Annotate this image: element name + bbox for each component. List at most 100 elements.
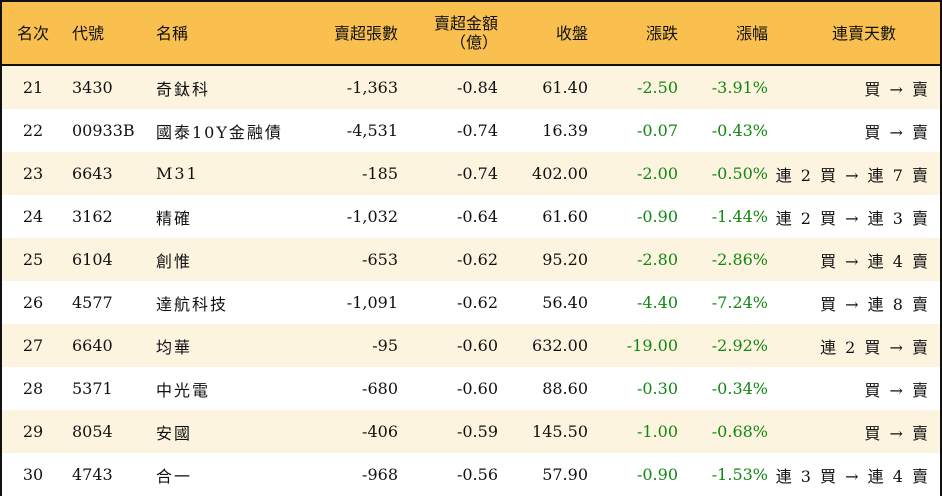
cell-change-pct: -0.43% — [678, 109, 768, 152]
cell-change-pct: -2.92% — [678, 324, 768, 367]
cell-name[interactable]: 均華 — [156, 324, 306, 367]
header-net-sell-amount[interactable]: 賣超金額 （億） — [398, 2, 498, 66]
cell-change-pct: -7.24% — [678, 281, 768, 324]
cell-rank: 25 — [2, 238, 64, 281]
cell-code[interactable]: 8054 — [64, 410, 156, 453]
table-row[interactable]: 25 6104 創惟 -653 -0.62 95.20 -2.80 -2.86% 買 → 連 4… — [2, 238, 940, 281]
header-close[interactable]: 收盤 — [498, 2, 588, 66]
cell-net-sell-lots: -1,032 — [306, 195, 398, 238]
cell-code[interactable]: 3430 — [64, 65, 156, 109]
cell-net-sell-amount: -0.62 — [398, 281, 498, 324]
cell-name[interactable]: 精確 — [156, 195, 306, 238]
cell-close: 145.50 — [498, 410, 588, 453]
cell-streak: 買 → 賣 — [768, 65, 940, 109]
cell-close: 16.39 — [498, 109, 588, 152]
cell-net-sell-amount: -0.60 — [398, 324, 498, 367]
cell-change-pct: -0.50% — [678, 152, 768, 195]
header-name[interactable]: 名稱 — [156, 2, 306, 66]
cell-rank: 29 — [2, 410, 64, 453]
cell-close: 88.60 — [498, 367, 588, 410]
cell-close: 632.00 — [498, 324, 588, 367]
cell-rank: 22 — [2, 109, 64, 152]
cell-change: -2.80 — [588, 238, 678, 281]
cell-net-sell-lots: -95 — [306, 324, 398, 367]
table-row[interactable]: 22 00933B 國泰10Y金融債 -4,531 -0.74 16.39 -0.07 -0.… — [2, 109, 940, 152]
cell-streak: 買 → 賣 — [768, 109, 940, 152]
cell-change: -0.90 — [588, 453, 678, 496]
cell-change-pct: -1.53% — [678, 453, 768, 496]
cell-rank: 28 — [2, 367, 64, 410]
table-row[interactable]: 28 5371 中光電 -680 -0.60 88.60 -0.30 -0.34% 買 → 賣 — [2, 367, 940, 410]
cell-net-sell-amount: -0.84 — [398, 65, 498, 109]
cell-streak: 連 2 買 → 賣 — [768, 324, 940, 367]
cell-net-sell-amount: -0.56 — [398, 453, 498, 496]
header-net-sell-lots[interactable]: 賣超張數 — [306, 2, 398, 66]
cell-net-sell-lots: -1,091 — [306, 281, 398, 324]
cell-net-sell-amount: -0.74 — [398, 152, 498, 195]
table-row[interactable]: 26 4577 達航科技 -1,091 -0.62 56.40 -4.40 -7.24% 買 →… — [2, 281, 940, 324]
cell-net-sell-amount: -0.74 — [398, 109, 498, 152]
table-row[interactable]: 21 3430 奇鈦科 -1,363 -0.84 61.40 -2.50 -3.91% 買 → … — [2, 65, 940, 109]
header-unit: （億） — [449, 33, 498, 52]
cell-code[interactable]: 6643 — [64, 152, 156, 195]
cell-code[interactable]: 3162 — [64, 195, 156, 238]
cell-change: -0.90 — [588, 195, 678, 238]
table-header-row: 名次 代號 名稱 賣超張數 賣超金額 （億） 收盤 漲跌 漲幅 連賣天數 — [2, 2, 940, 66]
cell-net-sell-amount: -0.60 — [398, 367, 498, 410]
cell-change: -2.50 — [588, 65, 678, 109]
table-row[interactable]: 29 8054 安國 -406 -0.59 145.50 -1.00 -0.68% 買 → 賣 — [2, 410, 940, 453]
cell-name[interactable]: M31 — [156, 152, 306, 195]
header-change-pct[interactable]: 漲幅 — [678, 2, 768, 66]
cell-net-sell-lots: -680 — [306, 367, 398, 410]
cell-net-sell-lots: -406 — [306, 410, 398, 453]
cell-streak: 買 → 連 8 賣 — [768, 281, 940, 324]
cell-code[interactable]: 6640 — [64, 324, 156, 367]
cell-net-sell-lots: -968 — [306, 453, 398, 496]
cell-name[interactable]: 國泰10Y金融債 — [156, 109, 306, 152]
cell-net-sell-lots: -1,363 — [306, 65, 398, 109]
header-change[interactable]: 漲跌 — [588, 2, 678, 66]
cell-close: 57.90 — [498, 453, 588, 496]
cell-streak: 連 2 買 → 連 3 賣 — [768, 195, 940, 238]
cell-code[interactable]: 5371 — [64, 367, 156, 410]
cell-change-pct: -2.86% — [678, 238, 768, 281]
header-rank[interactable]: 名次 — [2, 2, 64, 66]
cell-name[interactable]: 中光電 — [156, 367, 306, 410]
cell-rank: 23 — [2, 152, 64, 195]
cell-net-sell-amount: -0.59 — [398, 410, 498, 453]
cell-change-pct: -1.44% — [678, 195, 768, 238]
cell-close: 61.60 — [498, 195, 588, 238]
cell-change-pct: -0.68% — [678, 410, 768, 453]
cell-name[interactable]: 合一 — [156, 453, 306, 496]
cell-name[interactable]: 安國 — [156, 410, 306, 453]
table-row[interactable]: 30 4743 合一 -968 -0.56 57.90 -0.90 -1.53% 連 3 買 →… — [2, 453, 940, 496]
cell-name[interactable]: 達航科技 — [156, 281, 306, 324]
cell-net-sell-amount: -0.64 — [398, 195, 498, 238]
cell-change: -2.00 — [588, 152, 678, 195]
cell-code[interactable]: 6104 — [64, 238, 156, 281]
cell-net-sell-lots: -653 — [306, 238, 398, 281]
cell-name[interactable]: 創惟 — [156, 238, 306, 281]
cell-streak: 買 → 賣 — [768, 367, 940, 410]
cell-net-sell-amount: -0.62 — [398, 238, 498, 281]
cell-change: -19.00 — [588, 324, 678, 367]
cell-net-sell-lots: -4,531 — [306, 109, 398, 152]
header-net-sell-amount-label: 賣超金額 — [433, 14, 498, 33]
cell-change: -0.07 — [588, 109, 678, 152]
cell-streak: 連 3 買 → 連 4 賣 — [768, 453, 940, 496]
cell-code[interactable]: 4577 — [64, 281, 156, 324]
cell-code[interactable]: 4743 — [64, 453, 156, 496]
cell-rank: 27 — [2, 324, 64, 367]
table-row[interactable]: 27 6640 均華 -95 -0.60 632.00 -19.00 -2.92% 連 2 買 … — [2, 324, 940, 367]
cell-code[interactable]: 00933B — [64, 109, 156, 152]
header-streak[interactable]: 連賣天數 — [768, 2, 940, 66]
cell-close: 61.40 — [498, 65, 588, 109]
table-row[interactable]: 24 3162 精確 -1,032 -0.64 61.60 -0.90 -1.44% 連 2 買… — [2, 195, 940, 238]
cell-close: 402.00 — [498, 152, 588, 195]
table-row[interactable]: 23 6643 M31 -185 -0.74 402.00 -2.00 -0.50% 連 2 買… — [2, 152, 940, 195]
cell-name[interactable]: 奇鈦科 — [156, 65, 306, 109]
header-code[interactable]: 代號 — [64, 2, 156, 66]
cell-streak: 買 → 連 4 賣 — [768, 238, 940, 281]
cell-streak: 連 2 買 → 連 7 賣 — [768, 152, 940, 195]
